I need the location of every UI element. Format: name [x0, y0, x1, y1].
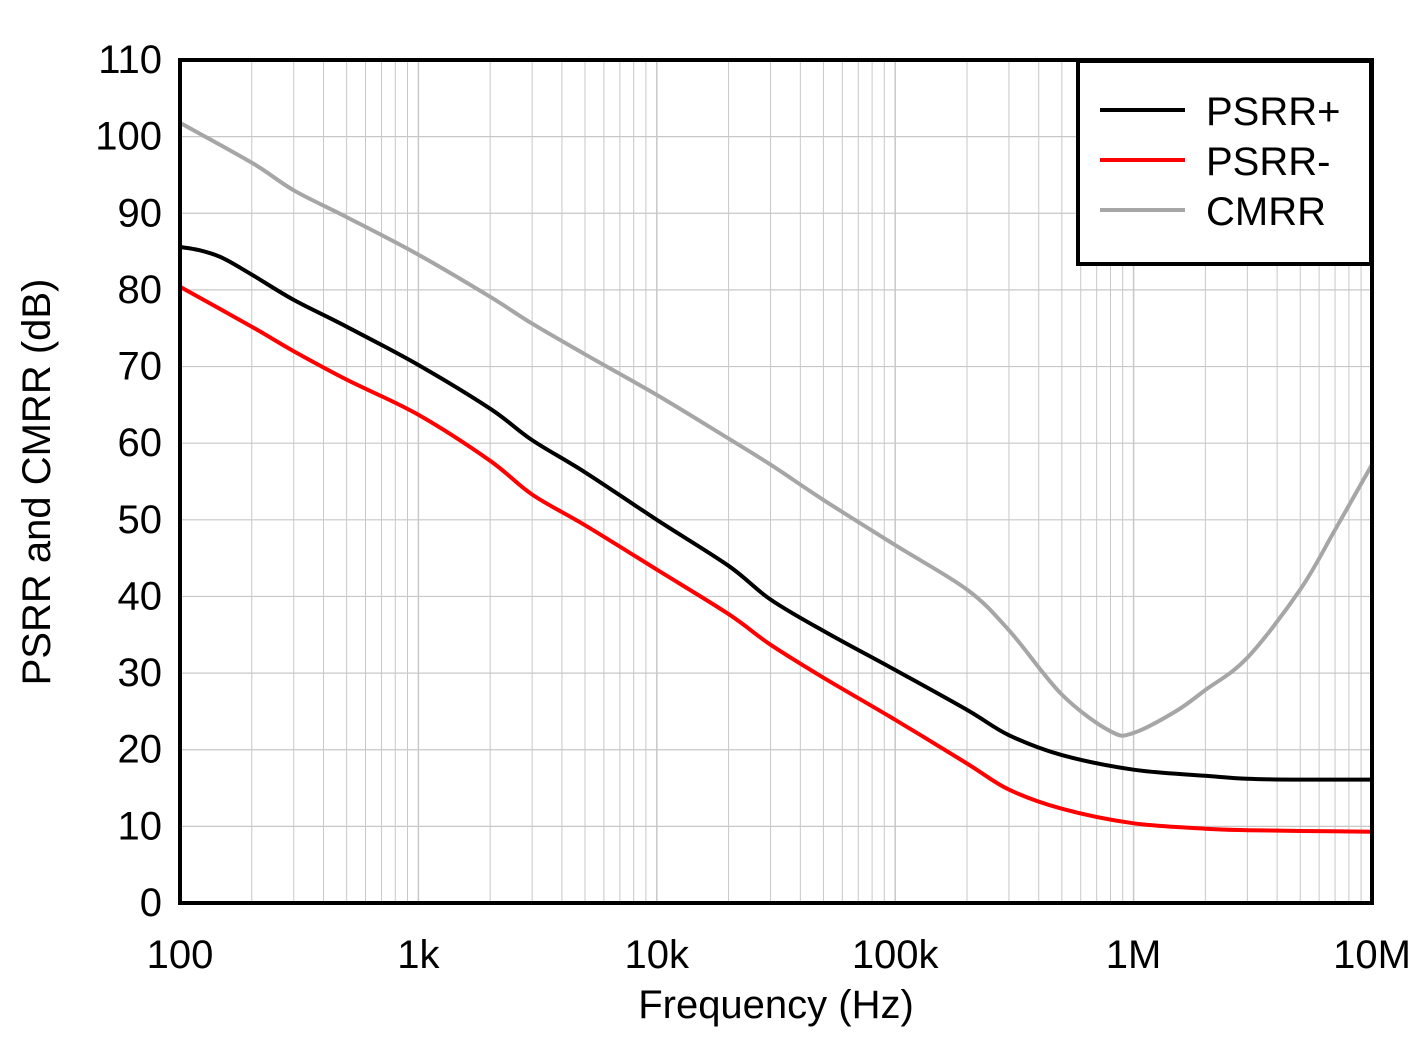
series-line-psrrminus	[179, 285, 1373, 834]
x-tick-label: 10k	[625, 933, 690, 977]
y-tick-label: 80	[118, 268, 163, 312]
y-tick-label: 20	[118, 728, 163, 772]
series-line-cmrr	[179, 121, 1374, 738]
y-tick-label: 90	[118, 191, 163, 235]
y-tick-label: 0	[140, 881, 162, 925]
y-tick-label: 110	[98, 38, 162, 82]
y-tick-label: 50	[118, 498, 163, 542]
x-tick-labels: 100 1k 10k 100k 1M 10M	[147, 933, 1409, 977]
legend-box	[1076, 59, 1373, 266]
y-tick-labels: 0 10 20 30 40 50 60 70 80 90 100 110	[95, 38, 162, 925]
plot-frame	[178, 58, 1374, 905]
legend-label: PSRR+	[1206, 90, 1341, 134]
series-line-psrrplus	[179, 245, 1373, 782]
y-axis-label: PSRR and CMRR (dB)	[15, 279, 59, 686]
legend-label: CMRR	[1206, 190, 1326, 234]
x-tick-label: 100	[147, 933, 214, 977]
y-tick-label: 40	[118, 574, 163, 618]
y-tick-label: 10	[118, 804, 163, 848]
y-tick-label: 60	[118, 421, 163, 465]
y-tick-label: 100	[95, 115, 162, 159]
x-tick-label: 10M	[1333, 933, 1409, 977]
x-axis-label: Frequency (Hz)	[638, 983, 914, 1027]
legend-label: PSRR-	[1206, 140, 1330, 184]
y-tick-label: 70	[118, 345, 163, 389]
x-tick-label: 1M	[1106, 933, 1162, 977]
legend: PSRR+ PSRR- CMRR	[1076, 59, 1373, 266]
series-lines	[179, 121, 1374, 834]
x-tick-label: 1k	[397, 933, 440, 977]
y-tick-label: 30	[118, 651, 163, 695]
x-tick-label: 100k	[852, 933, 940, 977]
